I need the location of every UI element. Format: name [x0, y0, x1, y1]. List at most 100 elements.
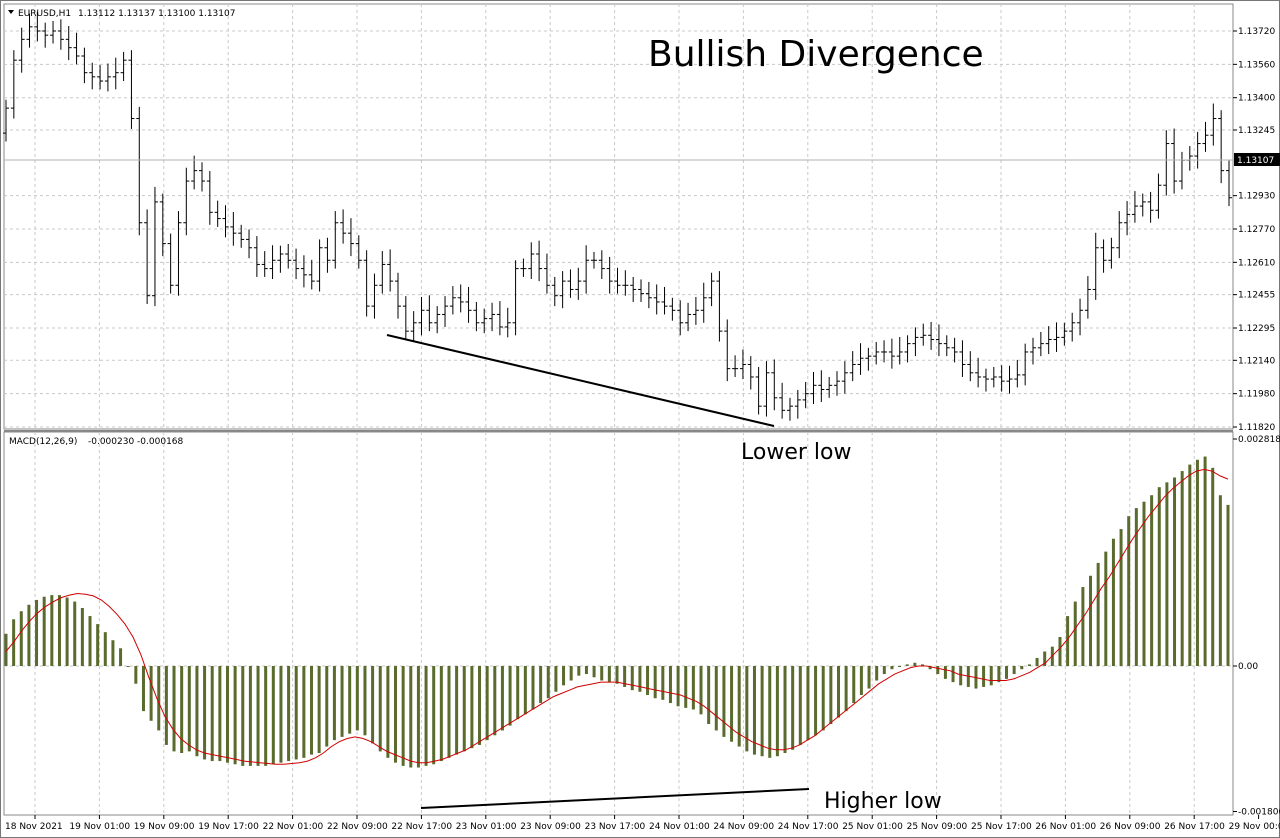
price-bar [865, 347, 872, 371]
macd-histogram-bar [997, 666, 1001, 683]
price-bar [293, 248, 300, 280]
price-bar [935, 324, 942, 357]
macd-histogram-bar [96, 624, 100, 666]
macd-histogram-bar [577, 666, 581, 676]
price-bar [26, 13, 33, 48]
price-bar [42, 22, 49, 48]
macd-histogram-bar [80, 608, 84, 666]
price-bar [943, 335, 950, 357]
time-tick-label: 22 Nov 09:00 [327, 822, 388, 832]
price-bar [1108, 237, 1115, 269]
price-bar [316, 239, 323, 292]
price-bar [606, 256, 613, 294]
time-tick-label: 22 Nov 01:00 [263, 822, 324, 832]
macd-histogram-bar [806, 666, 810, 741]
macd-axis[interactable]: 0.002818 0.00 -0.001806 [1233, 435, 1280, 817]
price-axis-label: 1.12770 [1238, 225, 1275, 235]
price-bar [128, 50, 135, 129]
price-bar [904, 335, 911, 363]
price-bar [285, 244, 292, 269]
macd-histogram-bar [760, 666, 764, 757]
lower-low-annotation: Lower low [741, 440, 851, 465]
macd-histogram-bar [35, 599, 39, 666]
time-axis[interactable]: 18 Nov 2021 19 Nov 01:00 19 Nov 09:00 19 No… [5, 815, 1280, 832]
price-bar [536, 240, 543, 282]
price-bar [1084, 276, 1091, 319]
macd-histogram-bar [119, 648, 123, 666]
macd-histogram-bar [928, 666, 932, 670]
macd-histogram-bar [1043, 651, 1047, 666]
macd-histogram-bar [470, 666, 474, 749]
price-bar [1171, 128, 1178, 194]
price-bar [543, 253, 550, 294]
price-bar [10, 50, 17, 119]
time-tick-label: 24 Nov 01:00 [649, 822, 710, 832]
price-bar [1100, 239, 1107, 273]
macd-histogram-bar [554, 666, 558, 692]
price-bar [912, 327, 919, 357]
price-bar [873, 341, 880, 365]
price-bar [167, 233, 174, 294]
macd-histogram-bar [798, 666, 802, 745]
price-bar [151, 186, 158, 307]
price-bar [716, 271, 723, 342]
macd-histogram-bar [203, 666, 207, 760]
price-bar [1022, 343, 1029, 386]
macd-histogram-bar [882, 666, 886, 675]
macd-histogram-bar [1142, 501, 1146, 666]
price-bar [826, 376, 833, 398]
price-bar [583, 245, 590, 294]
price-bar [136, 106, 143, 236]
price-bar [967, 351, 974, 382]
macd-histogram-bar [745, 666, 749, 752]
macd-histogram-bar [348, 666, 352, 734]
macd-histogram-bar [1180, 471, 1184, 666]
macd-histogram-bar [462, 666, 466, 752]
price-bar [1226, 160, 1232, 207]
price-bar [465, 286, 472, 323]
price-bar [261, 251, 268, 277]
higher-low-annotation: Higher low [824, 789, 942, 814]
macd-histogram-bar [248, 666, 252, 766]
macd-histogram-bar [646, 666, 650, 695]
price-bar [1210, 103, 1217, 146]
price-bar [1202, 121, 1209, 152]
price-bar [1069, 312, 1076, 342]
price-bar [881, 340, 888, 363]
pane-separator[interactable] [4, 430, 1233, 432]
price-bar [1045, 326, 1052, 355]
price-bar [638, 279, 645, 302]
macd-histogram-bar [447, 666, 451, 758]
macd-histogram-bar [1119, 529, 1123, 666]
price-bar [1014, 359, 1021, 388]
price-bar [732, 355, 739, 377]
price-bar [89, 62, 96, 90]
symbol-label: EURUSD,H1 [18, 9, 71, 19]
price-bar [990, 366, 997, 388]
macd-histogram-bar [302, 666, 306, 758]
macd-histogram-bar [1165, 482, 1169, 666]
macd-histogram-bar [1104, 551, 1108, 666]
price-bar [692, 296, 699, 325]
macd-histogram-bar [821, 666, 825, 731]
price-bar [57, 19, 64, 50]
macd-histogram-bar [455, 666, 459, 755]
macd-histogram-bar [584, 666, 588, 675]
price-bar [222, 205, 229, 238]
price-bar [763, 361, 770, 417]
macd-histogram-bar [73, 601, 77, 666]
macd-pane[interactable]: MACD(12,26,9) -0.000230 -0.000168 Lower … [3, 431, 1234, 816]
macd-histogram-bar [279, 666, 283, 763]
price-bar [1218, 110, 1225, 184]
price-bar [528, 242, 535, 280]
macd-histogram-bar [271, 666, 275, 765]
dropdown-triangle-icon[interactable] [8, 10, 14, 14]
macd-histogram-bar [180, 666, 184, 753]
price-bar [198, 162, 205, 192]
price-bar [481, 308, 488, 334]
price-bar [489, 302, 496, 332]
macd-histogram-bar [1188, 464, 1192, 666]
macd-histogram-bar [1096, 562, 1100, 666]
price-pane[interactable]: EURUSD,H1 1.13112 1.13137 1.13100 1.1310… [3, 3, 1234, 430]
price-axis[interactable]: 1.13720 1.13560 1.13400 1.13245 1.12930 1.127… [1233, 27, 1275, 433]
